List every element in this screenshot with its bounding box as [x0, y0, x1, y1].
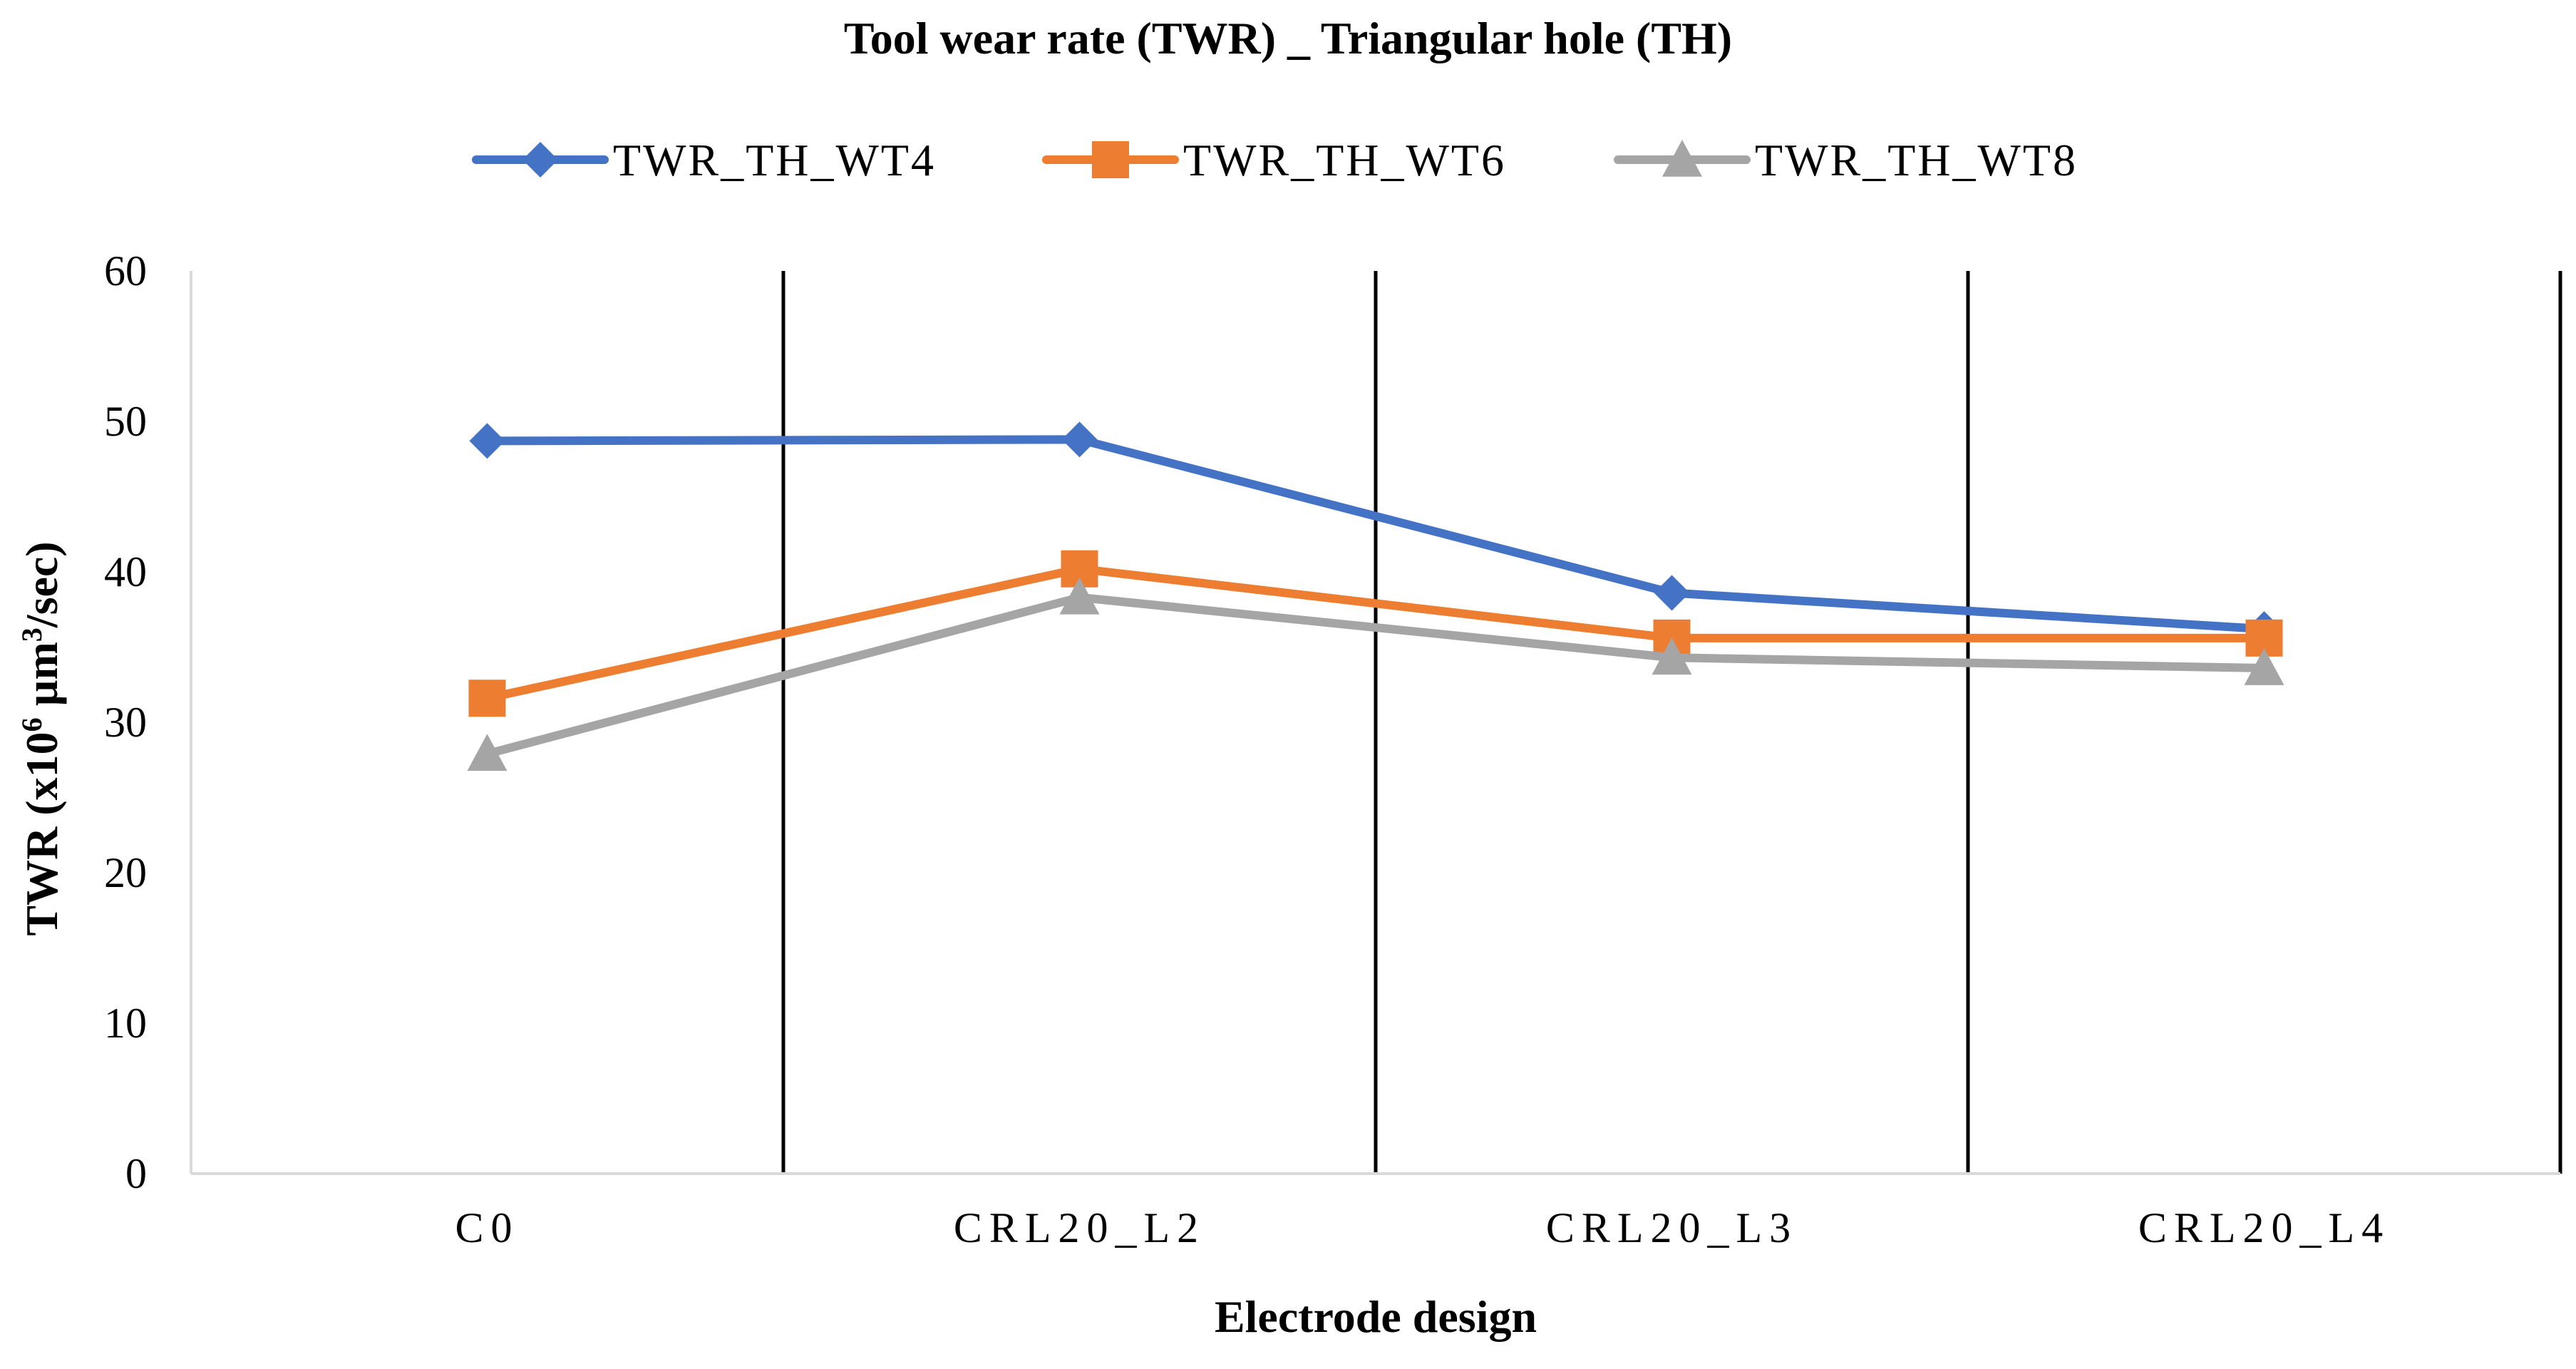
data-point-diamond [522, 142, 558, 178]
series-line [483, 593, 2269, 759]
data-point-triangle [1662, 140, 1702, 177]
legend-label: TWR_TH_WT8 [1755, 135, 2078, 185]
data-point-square [1092, 141, 1129, 178]
y-axis-title-prefix: TWR (x10 [16, 732, 67, 935]
series-twr-th-wt6 [468, 550, 2283, 717]
data-point-triangle [2244, 648, 2284, 685]
data-point-diamond [1654, 575, 1690, 611]
series-line [483, 435, 2269, 634]
x-tick-label: CRL20_L2 [954, 1204, 1205, 1251]
y-axis-title-sup1: 6 [16, 717, 48, 732]
series-twr-th-wt8 [467, 577, 2284, 771]
data-point-triangle [1059, 577, 1100, 615]
x-tick-label: C0 [455, 1204, 519, 1251]
y-tick-label: 30 [104, 699, 147, 746]
y-axis-title-sup2: 3 [16, 627, 48, 642]
y-axis-title-suffix: /sec) [16, 541, 67, 628]
legend-label: TWR_TH_WT4 [613, 135, 936, 185]
y-axis-title: TWR (x106 µm3/sec) [16, 541, 68, 935]
legend-item-twr-th-wt6: TWR_TH_WT6 [1042, 135, 1506, 185]
y-axis-title-middle: µm [16, 642, 67, 717]
chart-legend: TWR_TH_WT4 TWR_TH_WT6 TWR_TH_WT8 [472, 135, 2078, 185]
y-tick-label: 50 [104, 398, 147, 445]
y-axis-ticks: 0 10 20 30 40 50 60 [104, 247, 147, 1197]
legend-item-twr-th-wt4: TWR_TH_WT4 [472, 135, 936, 185]
x-axis-title: Electrode design [1215, 1291, 1537, 1342]
series-line [483, 564, 2269, 703]
plot-area: 0 10 20 30 40 50 60 C0 CRL20_L2 CRL20_L3 CRL20_L4 [104, 247, 2562, 1251]
data-point-square [468, 680, 506, 717]
data-point-diamond [1061, 421, 1098, 458]
data-point-triangle [1652, 637, 1692, 675]
chart-title: Tool wear rate (TWR) _ Triangular hole (… [844, 13, 1732, 63]
y-tick-label: 60 [104, 247, 147, 294]
y-tick-label: 40 [104, 548, 147, 595]
x-tick-label: CRL20_L3 [1546, 1204, 1798, 1251]
legend-item-twr-th-wt8: TWR_TH_WT8 [1614, 135, 2078, 185]
x-axis-ticks: C0 CRL20_L2 CRL20_L3 CRL20_L4 [455, 1204, 2390, 1251]
data-point-triangle [467, 734, 508, 771]
legend-label: TWR_TH_WT6 [1183, 135, 1506, 185]
category-separators [781, 271, 2562, 1174]
x-tick-label: CRL20_L4 [2138, 1204, 2390, 1251]
series-layer [467, 421, 2284, 771]
y-tick-label: 0 [125, 1150, 147, 1197]
y-tick-label: 10 [104, 1000, 147, 1047]
data-point-diamond [469, 423, 505, 459]
y-tick-label: 20 [104, 849, 147, 896]
